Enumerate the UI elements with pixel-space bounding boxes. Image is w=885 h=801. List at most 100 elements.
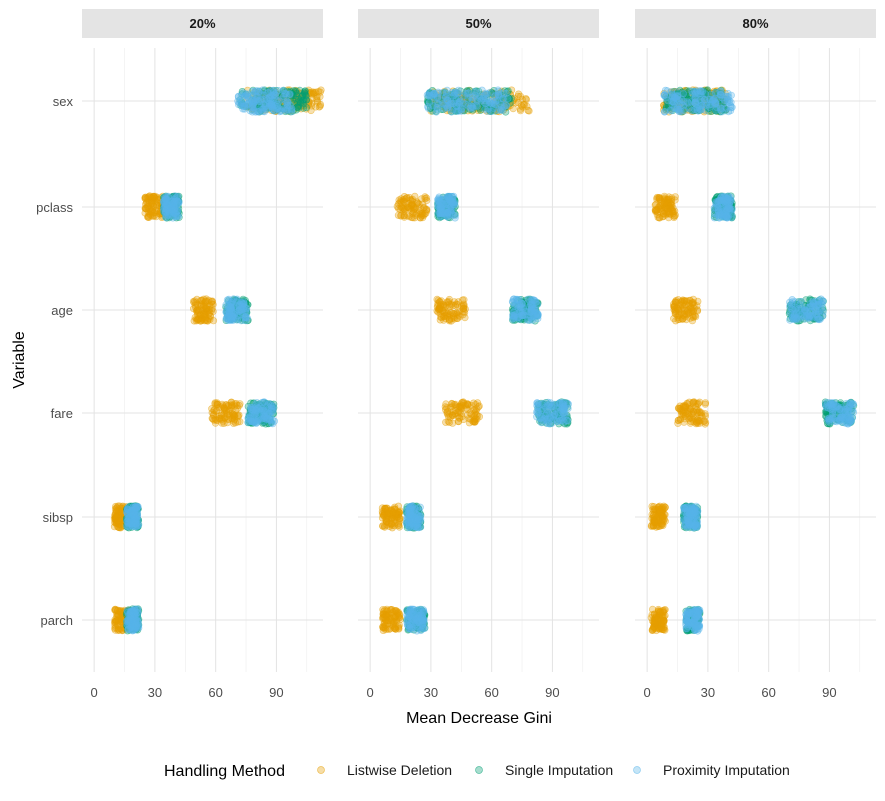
data-point bbox=[814, 315, 822, 323]
data-point bbox=[456, 312, 464, 321]
data-point bbox=[652, 514, 660, 523]
points-20% bbox=[110, 86, 325, 635]
data-point bbox=[454, 89, 462, 97]
data-point bbox=[415, 506, 423, 515]
data-point bbox=[262, 105, 271, 114]
data-point bbox=[480, 99, 488, 107]
data-point bbox=[235, 401, 243, 410]
data-point bbox=[689, 313, 697, 322]
data-point bbox=[701, 90, 709, 98]
data-point bbox=[402, 194, 411, 202]
data-point bbox=[443, 86, 451, 94]
data-point bbox=[549, 408, 557, 416]
data-point bbox=[246, 416, 254, 425]
data-point bbox=[471, 91, 479, 99]
data-point bbox=[406, 509, 414, 518]
data-point bbox=[660, 194, 669, 202]
data-point bbox=[293, 89, 301, 98]
data-point bbox=[302, 96, 310, 104]
x-tick-label: 30 bbox=[148, 685, 162, 700]
data-point bbox=[682, 316, 690, 324]
data-point bbox=[130, 519, 139, 527]
data-point bbox=[701, 399, 710, 407]
x-tick-label: 90 bbox=[545, 685, 559, 700]
data-point bbox=[437, 213, 445, 221]
data-point bbox=[663, 87, 671, 95]
data-point bbox=[164, 192, 172, 200]
data-point bbox=[544, 398, 552, 407]
data-point bbox=[539, 415, 548, 423]
data-point bbox=[841, 408, 849, 416]
data-point bbox=[455, 107, 463, 115]
data-point bbox=[252, 401, 260, 409]
data-point bbox=[659, 200, 667, 209]
data-point bbox=[123, 506, 132, 514]
x-tick-label: 60 bbox=[208, 685, 222, 700]
facet-panel: 50%0 30 60 90 bbox=[358, 9, 599, 700]
data-point bbox=[296, 97, 304, 105]
data-point bbox=[563, 417, 571, 425]
data-point bbox=[714, 198, 723, 206]
data-point bbox=[413, 622, 422, 631]
data-point bbox=[266, 417, 274, 425]
data-point bbox=[701, 410, 709, 418]
data-point bbox=[228, 415, 236, 423]
data-point bbox=[674, 92, 682, 101]
data-point bbox=[464, 89, 473, 97]
data-point bbox=[665, 208, 673, 216]
data-point bbox=[443, 408, 451, 416]
data-point bbox=[406, 517, 414, 525]
data-point bbox=[422, 209, 430, 217]
x-tick-label: 60 bbox=[484, 685, 498, 700]
data-point bbox=[815, 301, 823, 309]
data-point bbox=[825, 414, 834, 422]
data-point bbox=[691, 87, 699, 95]
data-point bbox=[701, 106, 710, 114]
data-point bbox=[458, 399, 467, 407]
x-tick-label: 0 bbox=[367, 685, 374, 700]
data-point bbox=[805, 313, 813, 321]
data-point bbox=[442, 204, 451, 212]
data-point bbox=[531, 304, 539, 313]
data-point bbox=[694, 107, 702, 115]
data-point bbox=[312, 88, 320, 96]
data-point bbox=[239, 300, 247, 308]
data-point bbox=[695, 398, 704, 406]
data-point bbox=[679, 102, 688, 110]
data-point bbox=[724, 89, 732, 98]
data-point bbox=[448, 400, 456, 408]
data-point bbox=[660, 108, 669, 116]
data-point bbox=[190, 317, 198, 325]
data-point bbox=[786, 316, 794, 324]
data-point bbox=[693, 418, 701, 427]
data-point bbox=[386, 624, 394, 633]
data-point bbox=[391, 503, 399, 511]
data-point bbox=[685, 398, 693, 406]
data-point bbox=[383, 518, 391, 526]
data-point bbox=[524, 106, 532, 114]
data-point bbox=[533, 407, 542, 415]
data-point bbox=[726, 198, 734, 206]
data-point bbox=[150, 201, 158, 209]
data-point bbox=[464, 102, 472, 110]
data-point bbox=[698, 97, 706, 106]
facet-strip-label: 20% bbox=[189, 16, 215, 31]
data-point bbox=[482, 89, 490, 97]
data-point bbox=[788, 300, 796, 308]
data-point bbox=[243, 90, 251, 98]
x-tick-label: 90 bbox=[269, 685, 283, 700]
data-point bbox=[451, 212, 459, 220]
data-point bbox=[456, 408, 464, 416]
data-point bbox=[416, 512, 424, 521]
data-point bbox=[653, 206, 661, 214]
data-point bbox=[558, 404, 567, 412]
data-point bbox=[274, 86, 283, 95]
data-point bbox=[484, 107, 492, 115]
data-point bbox=[395, 621, 403, 629]
data-point bbox=[198, 296, 206, 304]
data-point bbox=[415, 200, 423, 208]
data-point bbox=[210, 406, 218, 415]
data-point bbox=[162, 205, 170, 213]
data-point bbox=[389, 608, 397, 616]
data-point bbox=[443, 313, 452, 321]
